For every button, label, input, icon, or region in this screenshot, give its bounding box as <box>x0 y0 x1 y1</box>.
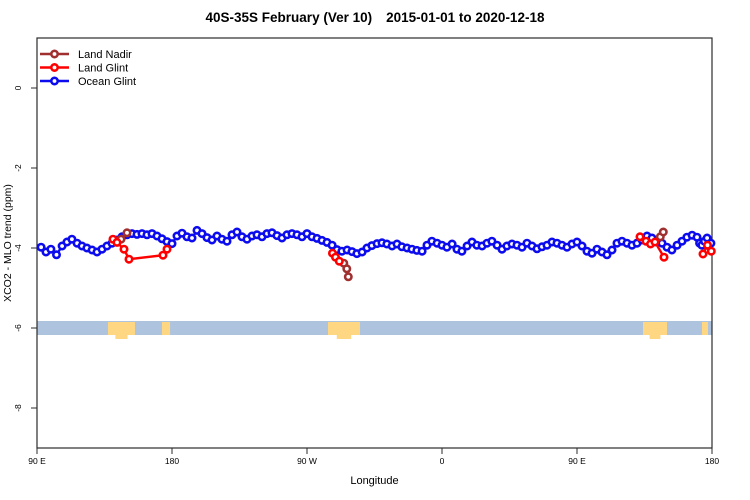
series-ocean-glint-point <box>417 246 427 256</box>
map-strip-land-patch-tail <box>649 334 661 339</box>
series-ocean-glint-point <box>51 250 61 260</box>
series-land-nadir-point <box>342 264 352 274</box>
x-tick-label: 90 E <box>28 456 46 466</box>
y-tick-label: -2 <box>13 164 23 172</box>
series-land-glint-point <box>119 244 129 254</box>
series-land-nadir-point <box>343 272 353 282</box>
series-ocean-glint-point <box>577 241 587 251</box>
map-strip-ocean <box>37 321 712 335</box>
map-strip-land-patch <box>701 322 708 335</box>
series-ocean-glint-point <box>46 244 56 254</box>
legend-marker-ocean-glint <box>49 76 59 86</box>
series-land-glint-point <box>158 250 168 260</box>
legend-label-ocean-glint: Ocean Glint <box>78 76 136 88</box>
legend-label-land-glint: Land Glint <box>78 62 128 74</box>
series-land-nadir-point <box>658 227 668 237</box>
chart-title-daterange: 2015-01-01 to 2020-12-18 <box>386 10 545 25</box>
map-strip-land-patch <box>328 322 360 335</box>
y-tick-label: -4 <box>13 244 23 252</box>
series-ocean-glint-point <box>607 245 617 255</box>
x-tick-label: 180 <box>705 456 719 466</box>
series-ocean-glint-point <box>187 233 197 243</box>
y-tick-label: -8 <box>13 404 23 412</box>
series-ocean-glint-point <box>447 239 457 249</box>
map-strip-land-patch <box>643 322 667 335</box>
chart-title: 40S-35S February (Ver 10) 2015-01-01 to 2… <box>0 10 750 25</box>
chart-title-region: 40S-35S February (Ver 10) <box>205 10 373 25</box>
map-strip-land-patch-tail <box>115 334 128 339</box>
series-ocean-glint-point <box>667 245 677 255</box>
y-axis-title: XCO2 - MLO trend (ppm) <box>2 184 14 302</box>
y-tick-label: -6 <box>13 324 23 332</box>
series-land-glint-point <box>650 237 660 247</box>
series-land-glint-point <box>702 240 712 250</box>
series-ocean-glint-point <box>232 227 242 237</box>
legend-label-land-nadir: Land Nadir <box>78 49 132 61</box>
x-tick-label: 90 W <box>297 456 317 466</box>
series-land-glint-point <box>112 237 122 247</box>
series-ocean-glint-point <box>457 246 467 256</box>
map-strip-land-patch-tail <box>336 334 352 339</box>
series-ocean-glint-point <box>602 250 612 260</box>
x-tick-label: 0 <box>440 456 445 466</box>
y-tick-label: 0 <box>13 85 23 90</box>
x-tick-label: 180 <box>165 456 179 466</box>
x-tick-label: 90 E <box>568 456 586 466</box>
legend-marker-land-nadir <box>49 49 59 59</box>
series-land-glint-point <box>635 232 645 242</box>
series-ocean-glint-point <box>167 239 177 249</box>
map-strip-land-patch <box>161 322 171 335</box>
series-land-glint-point <box>162 244 172 254</box>
legend-marker-land-glint <box>49 63 59 73</box>
series-ocean-glint-point <box>222 236 232 246</box>
series-land-nadir-point <box>122 228 132 238</box>
series-ocean-glint-point <box>36 242 46 252</box>
x-axis-title: Longitude <box>350 475 398 487</box>
series-land-glint-point <box>659 252 669 262</box>
series-land-glint-point <box>698 249 708 259</box>
series-land-glint-point <box>124 254 134 264</box>
map-strip-land-patch <box>107 322 135 335</box>
series-land-glint-point <box>706 246 716 256</box>
series-land-glint-point <box>334 256 344 266</box>
